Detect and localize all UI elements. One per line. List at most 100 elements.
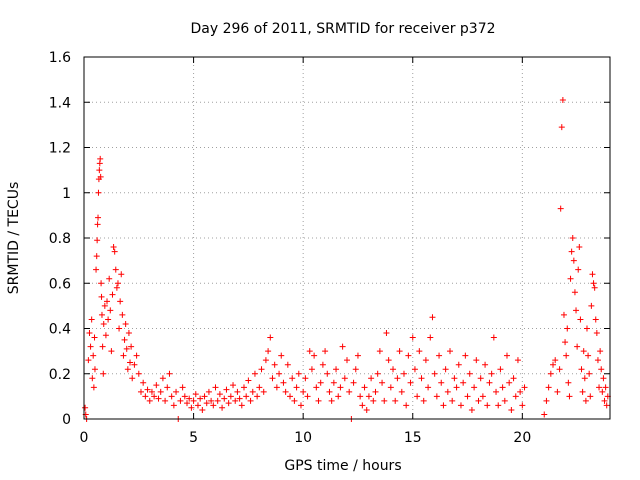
data-point <box>510 375 517 382</box>
data-point <box>594 357 601 364</box>
data-point <box>287 393 294 400</box>
data-point <box>541 411 548 418</box>
data-point <box>601 397 608 404</box>
data-point <box>256 384 263 391</box>
data-point <box>90 352 97 359</box>
data-point <box>90 384 97 391</box>
data-point <box>159 375 166 382</box>
data-point <box>306 348 313 355</box>
data-point <box>100 320 107 327</box>
data-point <box>558 124 565 131</box>
data-point <box>337 384 344 391</box>
data-point <box>583 325 590 332</box>
data-point <box>96 167 103 174</box>
data-point <box>192 391 199 398</box>
data-point <box>425 384 432 391</box>
data-point <box>429 314 436 321</box>
data-point <box>571 289 578 296</box>
data-point <box>210 402 217 409</box>
data-point <box>567 275 574 282</box>
data-point <box>387 384 394 391</box>
data-point <box>108 348 115 355</box>
data-point <box>293 384 300 391</box>
data-point <box>436 352 443 359</box>
data-point <box>135 370 142 377</box>
data-point <box>471 384 478 391</box>
data-point <box>109 291 116 298</box>
data-point <box>127 359 134 366</box>
data-point <box>341 375 348 382</box>
data-point <box>444 388 451 395</box>
data-point <box>278 352 285 359</box>
data-point <box>591 284 598 291</box>
data-point <box>568 248 575 255</box>
data-point <box>352 366 359 373</box>
data-point <box>212 384 219 391</box>
data-point <box>216 391 223 398</box>
data-point <box>142 393 149 400</box>
data-point <box>350 379 357 386</box>
data-point <box>333 366 340 373</box>
data-point <box>302 375 309 382</box>
y-tick-label: 0.2 <box>49 367 71 383</box>
data-point <box>422 357 429 364</box>
data-point <box>477 375 484 382</box>
plot-frame <box>83 56 611 420</box>
data-point <box>269 375 276 382</box>
data-point <box>121 336 128 343</box>
data-point <box>370 397 377 404</box>
data-point <box>559 96 566 103</box>
data-point <box>271 361 278 368</box>
data-point <box>346 388 353 395</box>
data-point <box>451 375 458 382</box>
axis-tick-labels: 0 5 10 15 20 0 0.2 0.4 0.6 0.8 1 1.2 1.4 1.6 <box>49 50 532 446</box>
data-point <box>392 397 399 404</box>
data-point <box>280 379 287 386</box>
data-point <box>600 375 607 382</box>
data-point <box>297 402 304 409</box>
data-point <box>324 370 331 377</box>
data-point <box>438 379 445 386</box>
data-point <box>247 397 254 404</box>
data-point <box>137 388 144 395</box>
data-point <box>589 271 596 278</box>
data-point <box>177 397 184 404</box>
data-point <box>251 370 258 377</box>
data-point <box>598 366 605 373</box>
data-point <box>120 352 127 359</box>
data-point <box>219 404 226 411</box>
data-point <box>383 330 390 337</box>
data-point <box>418 375 425 382</box>
data-point <box>479 393 486 400</box>
data-point <box>118 271 125 278</box>
data-point <box>484 402 491 409</box>
data-point <box>565 379 572 386</box>
data-point <box>490 334 497 341</box>
data-point <box>98 311 105 318</box>
data-point <box>93 253 100 260</box>
data-point <box>400 370 407 377</box>
data-point <box>317 379 324 386</box>
y-tick-label: 0 <box>62 412 71 428</box>
data-point <box>98 280 105 287</box>
data-point <box>101 302 108 309</box>
data-point <box>260 388 267 395</box>
data-point <box>85 357 92 364</box>
data-point <box>519 402 526 409</box>
y-tick-label: 1.2 <box>49 141 71 157</box>
data-point <box>468 406 475 413</box>
data-point <box>586 370 593 377</box>
data-point <box>566 393 573 400</box>
data-point <box>82 404 89 411</box>
data-point <box>396 348 403 355</box>
data-point <box>407 379 414 386</box>
data-point <box>98 293 105 300</box>
data-point <box>243 393 250 400</box>
data-point <box>453 384 460 391</box>
data-point <box>582 397 589 404</box>
data-point <box>328 397 335 404</box>
data-point <box>194 402 201 409</box>
data-point <box>106 275 113 282</box>
data-point <box>208 397 215 404</box>
data-point <box>97 155 104 162</box>
